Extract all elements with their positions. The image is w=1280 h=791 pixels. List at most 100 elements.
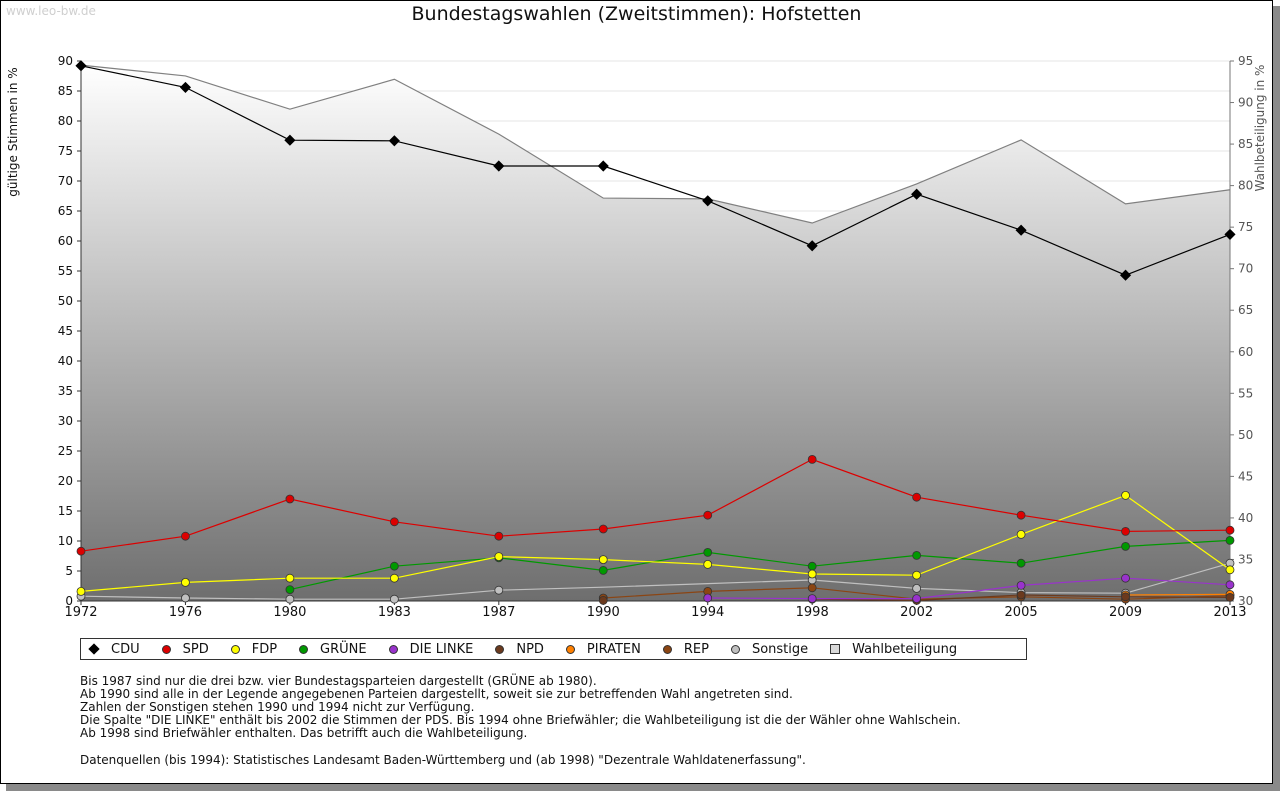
y-tick-label: 25 xyxy=(58,444,73,458)
footnote-line: Die Spalte "DIE LINKE" enthält bis 2002 … xyxy=(80,713,961,727)
y-tick-label: 20 xyxy=(58,474,73,488)
gr-ne-point xyxy=(703,548,713,557)
legend-swatch xyxy=(495,644,505,654)
turnout-area-layer xyxy=(80,64,1231,601)
sonstige-point xyxy=(494,585,504,595)
series-fdp xyxy=(76,490,1235,596)
series-spd xyxy=(76,454,1235,556)
legend-swatch xyxy=(565,644,575,654)
cdu-point xyxy=(597,160,609,172)
y2-tick-label: 30 xyxy=(1238,594,1253,608)
x-tick-label: 1983 xyxy=(378,605,411,620)
legend-label: CDU xyxy=(111,641,140,657)
x-tick-label: 2005 xyxy=(1005,605,1038,620)
y-tick-label: 65 xyxy=(58,204,73,218)
gr-ne-point xyxy=(285,585,295,594)
y-tick-label: 85 xyxy=(58,84,73,98)
legend-item-rep: REP xyxy=(662,642,709,657)
spd-point xyxy=(76,546,86,556)
piraten-line xyxy=(1125,593,1231,596)
frame-shadow-bottom xyxy=(6,784,1280,791)
y2-axis-label: Wahlbeteiligung in % xyxy=(1253,65,1267,192)
chart-plot: 0 5 10 15 20 25 30 35 40 45 50 55 60 65 70 75 80 85 90 30 35… xyxy=(6,54,1267,620)
y-tick-label: 70 xyxy=(58,174,73,188)
sonstige-point xyxy=(181,593,190,603)
legend-item-cdu: CDU xyxy=(88,641,140,657)
npd-point xyxy=(1016,590,1026,600)
y2-tick-label: 75 xyxy=(1238,220,1253,234)
sonstige-point xyxy=(912,584,922,593)
legend: CDU SPD FDP GRÜNE DIE LINKE NPD PIRATEN REP Sons… xyxy=(80,638,1027,660)
spd-point xyxy=(389,517,399,527)
y-tick-label: 75 xyxy=(58,144,73,158)
fdp-point xyxy=(598,555,608,564)
x-tick-label: 2009 xyxy=(1109,605,1142,620)
die-linke-point xyxy=(703,593,713,603)
series-layer xyxy=(75,60,1236,605)
spd-point xyxy=(598,524,608,534)
npd-point xyxy=(1225,593,1235,602)
fdp-point xyxy=(285,573,295,583)
legend-label: NPD xyxy=(516,641,544,657)
gr-ne-point xyxy=(1225,536,1235,545)
fdp-point xyxy=(912,570,922,580)
legend-label: FDP xyxy=(251,641,278,657)
legend-item-wahlbeteiligung: Wahlbeteiligung xyxy=(830,642,957,657)
rep-point xyxy=(807,583,817,593)
cdu-point xyxy=(179,81,192,93)
cdu-point xyxy=(75,60,87,72)
legend-label: PIRATEN xyxy=(586,641,641,657)
spd-point xyxy=(1225,525,1235,535)
legend-swatch xyxy=(662,644,672,654)
cdu-point xyxy=(284,134,296,146)
gr-ne-point xyxy=(389,561,399,571)
y2-tick-label: 85 xyxy=(1238,137,1253,151)
x-tick-label: 1972 xyxy=(64,605,97,620)
turnout-line xyxy=(80,64,1231,224)
x-tick-label: 1976 xyxy=(169,605,202,620)
y2-tick-label: 70 xyxy=(1238,262,1253,276)
x-tick-label: 2002 xyxy=(900,605,933,620)
y-tick-label: 30 xyxy=(58,414,73,428)
x-tick-label: 1980 xyxy=(273,605,306,620)
die-linke-point xyxy=(1225,580,1235,590)
y-tick-label: 90 xyxy=(58,54,73,68)
frame-shadow-right xyxy=(1273,6,1280,791)
fdp-point xyxy=(703,560,713,569)
y2-tick-label: 35 xyxy=(1238,552,1253,566)
die-linke-line xyxy=(707,577,1231,600)
cdu-point xyxy=(1119,269,1132,281)
fdp-point xyxy=(181,578,190,587)
spd-point xyxy=(703,510,713,520)
legend-swatch xyxy=(230,644,240,654)
cdu-point xyxy=(388,135,400,147)
fdp-point xyxy=(807,569,817,579)
x-tick-label: 1998 xyxy=(796,605,829,620)
gr-ne-point xyxy=(598,566,608,575)
legend-swatch xyxy=(161,644,171,654)
legend-item-spd: SPD xyxy=(161,642,209,657)
y2-tick-label: 40 xyxy=(1238,511,1253,525)
spd-point xyxy=(494,531,504,541)
y2-tick-label: 80 xyxy=(1238,179,1253,193)
y2-tick-label: 90 xyxy=(1238,96,1253,110)
spd-point xyxy=(1121,527,1130,536)
gr-ne-point xyxy=(1016,558,1026,568)
legend-swatch xyxy=(830,644,841,654)
legend-item-sonstige: Sonstige xyxy=(730,642,808,657)
npd-point xyxy=(598,596,608,605)
sonstige-point xyxy=(285,594,295,604)
legend-item-piraten: PIRATEN xyxy=(565,641,641,657)
cdu-point xyxy=(493,160,505,172)
legend-swatch xyxy=(730,644,740,654)
footnotes: Bis 1987 sind nur die drei bzw. vier Bun… xyxy=(80,675,961,740)
legend-swatch xyxy=(388,644,398,654)
cdu-point xyxy=(1224,228,1236,240)
die-linke-point xyxy=(1121,573,1130,583)
y2-tick-label: 60 xyxy=(1238,345,1253,359)
turnout-area xyxy=(81,65,1230,601)
data-source-note: Datenquellen (bis 1994): Statistisches L… xyxy=(80,753,806,767)
y-tick-label: 50 xyxy=(58,294,73,308)
footnote-line: Bis 1987 sind nur die drei bzw. vier Bun… xyxy=(80,674,597,688)
fdp-line xyxy=(80,494,1231,592)
